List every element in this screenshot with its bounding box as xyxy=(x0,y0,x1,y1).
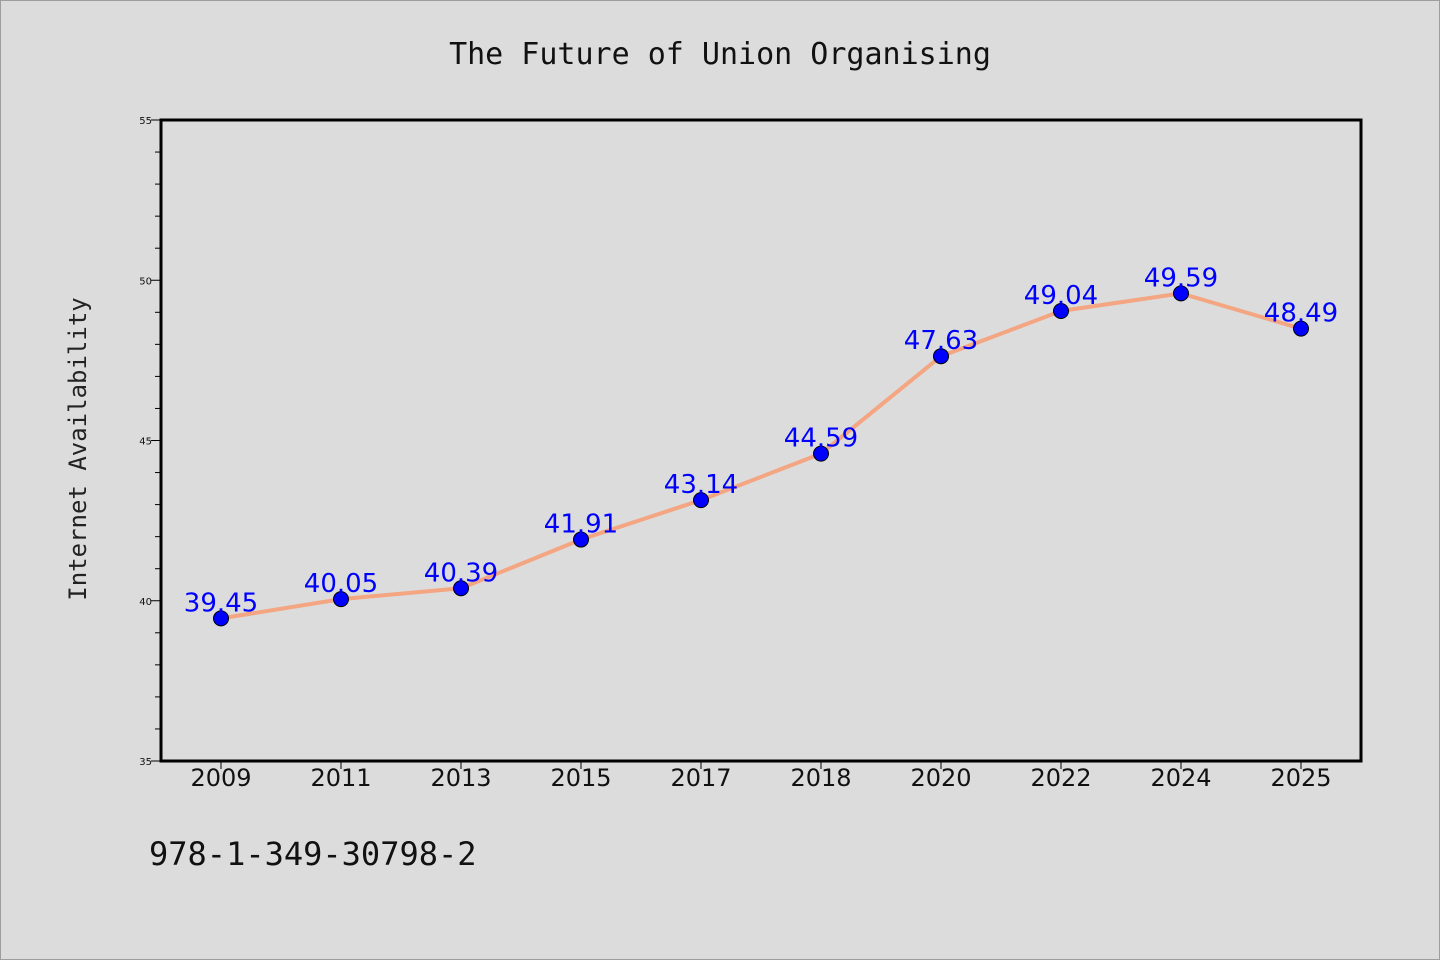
data-label: 40.39 xyxy=(424,558,498,588)
data-label: 44.59 xyxy=(784,424,858,454)
data-point xyxy=(333,591,349,608)
x-tick-label: 2024 xyxy=(1150,764,1211,792)
chart-title: The Future of Union Organising xyxy=(449,37,991,72)
y-tick-label: 55 xyxy=(139,116,152,127)
x-axis-ticks: 2009 2011 2013 2015 2017 2018 2020 2022 2024 2025 xyxy=(190,761,1332,792)
x-tick-label: 2017 xyxy=(670,764,731,792)
data-label: 47.63 xyxy=(904,326,978,356)
plot-area-border xyxy=(159,118,1363,763)
x-tick-label: 2013 xyxy=(430,764,491,792)
data-point xyxy=(933,348,949,365)
y-tick-label: 40 xyxy=(139,597,152,608)
x-tick-label: 2018 xyxy=(790,764,851,792)
y-tick-label: 50 xyxy=(139,276,152,287)
footer-isbn: 978-1-349-30798-2 xyxy=(149,835,477,873)
x-tick-label: 2025 xyxy=(1270,764,1331,792)
series-line xyxy=(219,291,1303,621)
data-point xyxy=(213,610,229,627)
series-line-layer xyxy=(219,291,1303,621)
data-label: 49.04 xyxy=(1024,281,1098,311)
data-label: 41.91 xyxy=(544,510,618,540)
data-label: 48.49 xyxy=(1264,299,1338,329)
data-point xyxy=(573,531,589,548)
data-point xyxy=(1293,320,1309,337)
y-tick-label: 35 xyxy=(139,757,152,768)
x-tick-label: 2011 xyxy=(310,764,371,792)
x-tick-label: 2022 xyxy=(1030,764,1091,792)
series-markers xyxy=(213,285,1309,627)
data-label: 39.45 xyxy=(184,588,258,618)
x-tick-label: 2015 xyxy=(550,764,611,792)
data-label: 43.14 xyxy=(664,470,738,500)
x-tick-label: 2020 xyxy=(910,764,971,792)
y-tick-label: 45 xyxy=(139,437,152,448)
x-tick-label: 2009 xyxy=(190,764,251,792)
data-point xyxy=(813,445,829,462)
data-labels: 39.45 40.05 40.39 41.91 43.14 44.59 47.63 49.04… xyxy=(184,263,1338,618)
data-point xyxy=(1173,285,1189,302)
data-point xyxy=(453,580,469,597)
data-point xyxy=(693,492,709,509)
y-axis-ticks: 35 40 45 50 55 xyxy=(139,116,161,768)
data-label: 49.59 xyxy=(1144,263,1218,293)
data-label: 40.05 xyxy=(304,569,378,599)
data-point xyxy=(1053,303,1069,320)
y-axis-label: Internet Availability xyxy=(64,297,92,600)
